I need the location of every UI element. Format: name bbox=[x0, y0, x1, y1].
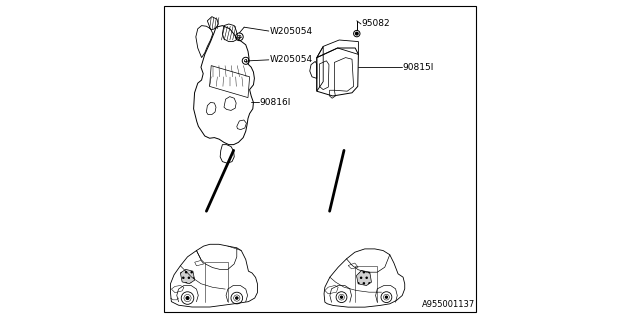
Polygon shape bbox=[180, 269, 195, 284]
Text: W205054: W205054 bbox=[270, 27, 313, 36]
Text: 90816I: 90816I bbox=[259, 98, 291, 107]
Circle shape bbox=[385, 296, 387, 298]
Circle shape bbox=[340, 296, 342, 298]
Text: 90815I: 90815I bbox=[403, 63, 434, 72]
Text: W205054: W205054 bbox=[270, 55, 313, 64]
Circle shape bbox=[186, 297, 189, 300]
Circle shape bbox=[236, 297, 238, 299]
Polygon shape bbox=[356, 270, 371, 285]
Circle shape bbox=[356, 32, 358, 35]
Text: A955001137: A955001137 bbox=[422, 300, 475, 309]
Text: 95082: 95082 bbox=[362, 19, 390, 28]
